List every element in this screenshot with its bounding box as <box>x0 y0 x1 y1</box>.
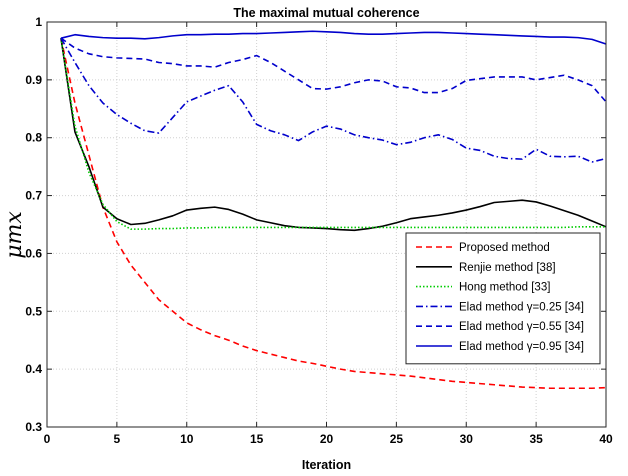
y-axis-label: μmx <box>2 211 27 259</box>
x-tick-label: 35 <box>529 432 543 446</box>
x-tick-label: 40 <box>599 432 613 446</box>
y-tick-label: 0.4 <box>25 362 42 376</box>
x-tick-label: 20 <box>320 432 334 446</box>
legend-label-elad-method-gamma-0-25-34: Elad method γ=0.25 [34] <box>459 301 584 313</box>
legend-box <box>405 232 601 365</box>
x-tick-label: 10 <box>180 432 194 446</box>
series-line-elad-method-gamma-0-95-34 <box>60 30 607 45</box>
legend-label-proposed-method: Proposed method <box>459 242 550 254</box>
legend-label-renjie-method-38: Renjie method [38] <box>459 262 556 274</box>
y-tick-label: 0.5 <box>25 304 42 318</box>
y-tick-label: 0.8 <box>25 131 42 145</box>
y-tick-label: 1 <box>35 15 42 29</box>
x-axis-label: Iteration <box>302 458 351 472</box>
series-group <box>60 30 607 390</box>
chart-title: The maximal mutual coherence <box>233 6 419 20</box>
legend-label-elad-method-gamma-0-95-34: Elad method γ=0.95 [34] <box>459 341 584 353</box>
y-tick-label: 0.3 <box>25 420 42 434</box>
x-tick-label: 15 <box>250 432 264 446</box>
x-tick-label: 0 <box>44 432 51 446</box>
x-tick-label: 30 <box>460 432 474 446</box>
y-tick-label: 0.9 <box>25 73 42 87</box>
series-line-proposed-method <box>60 38 607 390</box>
legend-label-hong-method-33: Hong method [33] <box>459 282 550 294</box>
y-tick-label: 0.7 <box>25 189 42 203</box>
x-tick-label: 5 <box>114 432 121 446</box>
axis-ticks: 0 5 10 15 20 25 30 35 40 0.3 0.4 0.5 0.6 0.7 0.8 0.9 1 <box>25 15 613 446</box>
x-tick-label: 25 <box>390 432 404 446</box>
y-tick-label: 0.6 <box>25 246 42 260</box>
legend-label-elad-method-gamma-0-55-34: Elad method γ=0.55 [34] <box>459 321 584 333</box>
legend: Proposed method Renjie method [38] Hong me… <box>405 232 601 365</box>
series-line-hong-method-33 <box>60 38 606 230</box>
series-line-renjie-method-38 <box>60 38 607 232</box>
series-line-elad-method-gamma-0-25-34 <box>60 37 607 163</box>
series-line-elad-method-gamma-0-55-34 <box>60 37 607 103</box>
